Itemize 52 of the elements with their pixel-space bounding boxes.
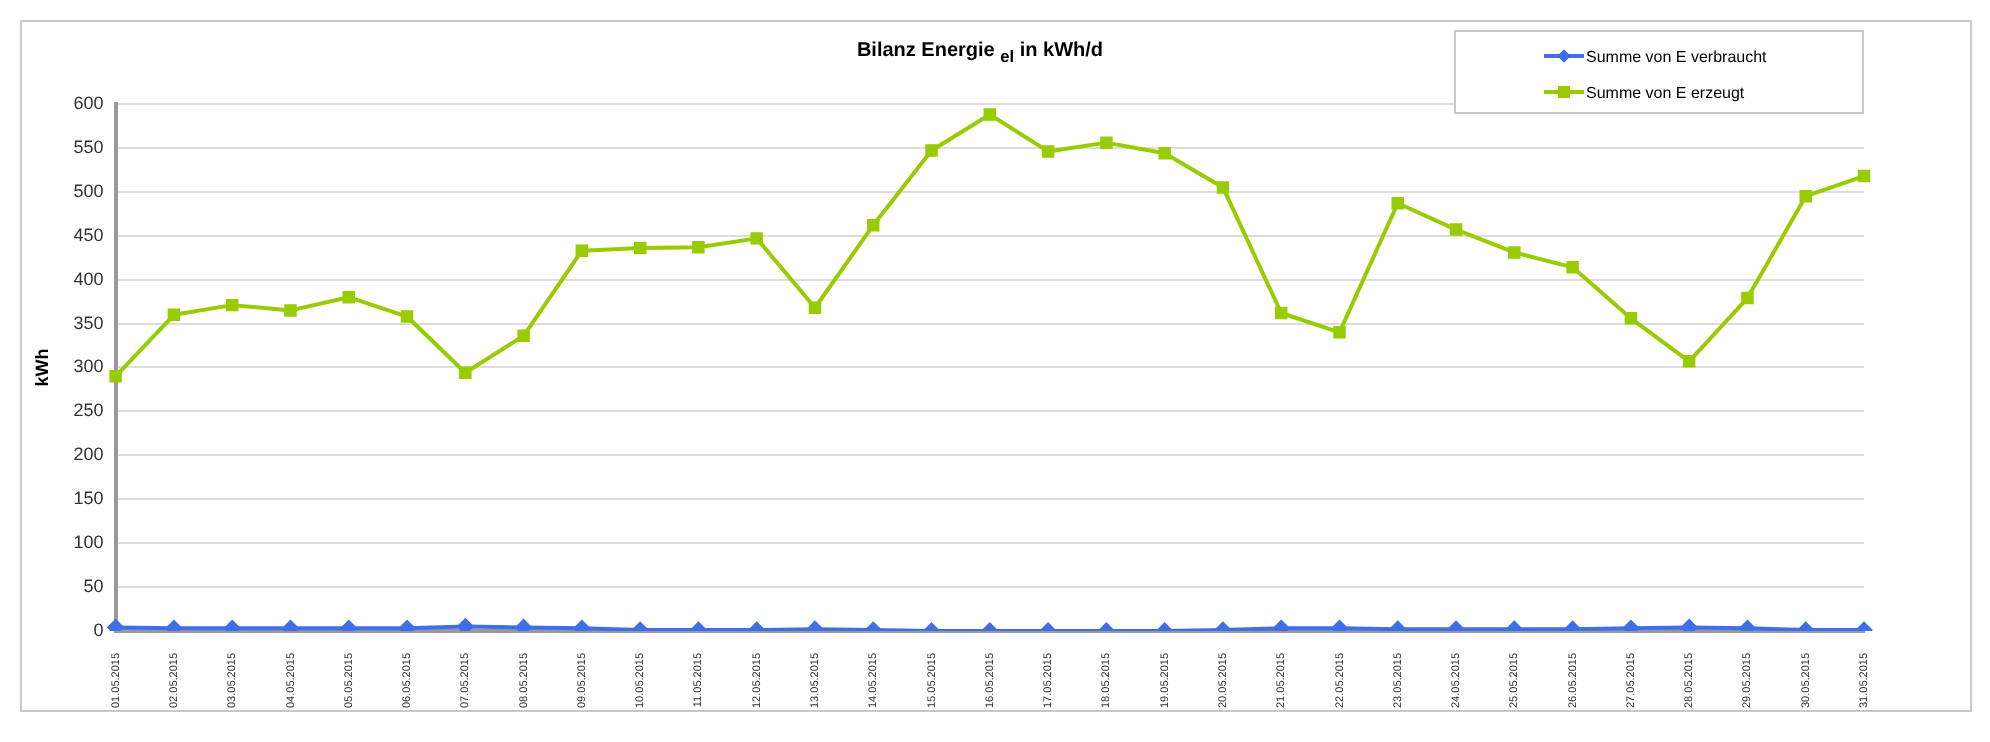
point	[515, 619, 532, 631]
point	[692, 240, 705, 254]
point	[1391, 197, 1405, 210]
point	[1624, 312, 1638, 325]
y-tick-label: 550	[73, 136, 104, 157]
point	[575, 244, 589, 257]
y-tick-label: 150	[73, 488, 104, 509]
y-tick-label: 400	[73, 268, 104, 289]
chart-title: Bilanz Energie $_{el}$ in kWh/d	[854, 40, 1106, 66]
y-tick-label: 450	[73, 224, 104, 245]
point	[400, 310, 414, 323]
point	[1274, 306, 1288, 320]
point	[1158, 146, 1171, 160]
point	[457, 618, 474, 631]
point	[109, 370, 122, 383]
point	[1100, 136, 1113, 149]
point	[107, 619, 124, 631]
point	[1857, 169, 1871, 183]
point	[925, 144, 938, 157]
y-tick-label: 600	[73, 92, 104, 113]
y-tick-label: 300	[73, 356, 104, 377]
y-tick-label: 0	[93, 619, 104, 640]
point	[1508, 246, 1521, 259]
y-tick-label: 500	[73, 180, 104, 201]
y-tick-label: 350	[73, 312, 104, 333]
point	[1682, 355, 1696, 368]
legend-label: Summe von E verbraucht	[1586, 47, 1767, 65]
point	[808, 301, 822, 314]
point	[1333, 326, 1346, 339]
y-tick-label: 250	[73, 400, 104, 421]
point	[1216, 181, 1230, 194]
point	[983, 108, 997, 121]
y-tick-label: 200	[73, 444, 104, 465]
y-tick-label: 50	[83, 576, 104, 596]
point	[517, 329, 530, 343]
point	[633, 241, 647, 255]
y-tick-label: 100	[73, 532, 104, 553]
point	[1741, 291, 1754, 305]
point	[284, 304, 297, 317]
point	[750, 232, 763, 245]
point	[342, 290, 355, 304]
point	[459, 366, 472, 379]
point	[1681, 619, 1698, 631]
point	[1799, 189, 1812, 203]
point	[867, 218, 880, 232]
point	[167, 308, 181, 322]
y-axis-title: kWh	[31, 348, 52, 387]
legend-label: Summe von E erzeugt	[1586, 83, 1745, 101]
point	[1449, 223, 1463, 236]
point	[225, 298, 239, 312]
point	[1566, 261, 1579, 274]
point	[1041, 145, 1055, 158]
